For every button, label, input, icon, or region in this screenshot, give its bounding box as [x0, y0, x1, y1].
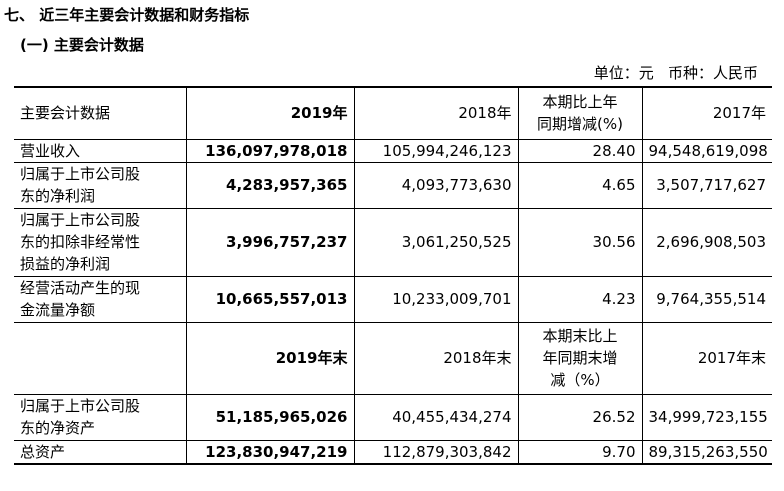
row-label: 经营活动产生的现 金流量净额 [14, 275, 186, 322]
header-label: 主要会计数据 [14, 86, 186, 139]
value-2017: 3,507,717,627 [641, 161, 772, 208]
value-2019: 136,097,978,018 [185, 138, 354, 162]
value-change: 4.65 [517, 161, 642, 208]
header-change-line: 减（%） [550, 371, 610, 389]
header-2017: 2017年 [641, 86, 772, 139]
value-2019: 3,996,757,237 [185, 207, 354, 276]
table-row: 营业收入 136,097,978,018 105,994,246,123 28.… [14, 138, 772, 162]
value-2018: 112,879,303,842 [353, 439, 518, 464]
header-2018: 2018年 [353, 86, 518, 139]
row-label-line: 金流量净额 [20, 301, 96, 319]
subsection-title: (一) 主要会计数据 [20, 36, 144, 54]
value-2018: 4,093,773,630 [353, 161, 518, 208]
header-2018-end: 2018年末 [353, 321, 518, 394]
value-2017: 94,548,619,098 [641, 138, 772, 162]
value-2017: 2,696,908,503 [641, 207, 772, 276]
table-row: 总资产 123,830,947,219 112,879,303,842 9.70… [14, 439, 772, 464]
header-label [14, 321, 186, 394]
value-2017: 89,315,263,550 [641, 439, 772, 464]
unit-note: 单位：元 币种：人民币 [593, 64, 758, 82]
value-2018: 10,233,009,701 [353, 275, 518, 322]
value-change: 30.56 [517, 207, 642, 276]
row-label-line: 东的扣除非经常性 [20, 233, 141, 251]
row-label-line: 归属于上市公司股 [20, 211, 141, 229]
row-label-line: 总资产 [20, 442, 66, 461]
value-2019: 123,830,947,219 [185, 439, 354, 464]
value-2019: 4,283,957,365 [185, 161, 354, 208]
row-label: 归属于上市公司股 东的净利润 [14, 161, 186, 208]
header-change-line: 同期增减(%) [537, 115, 623, 134]
value-2018: 105,994,246,123 [353, 138, 518, 162]
row-label-line: 归属于上市公司股 [20, 397, 141, 415]
header-2017-end: 2017年末 [641, 321, 772, 394]
header-change-line: 本期末比上 [542, 327, 618, 345]
table-header-row: 主要会计数据 2019年 2018年 本期比上年 同期增减(%) 2017年 [14, 86, 772, 139]
value-2017: 9,764,355,514 [641, 275, 772, 322]
row-label-line: 东的净利润 [20, 187, 96, 205]
row-label: 归属于上市公司股 东的净资产 [14, 393, 186, 440]
row-label-line: 营业收入 [20, 141, 81, 160]
header-2019: 2019年 [185, 86, 354, 139]
header-change-end: 本期末比上 年同期末增 减（%） [517, 321, 642, 394]
value-change: 28.40 [517, 138, 642, 162]
table-row: 经营活动产生的现 金流量净额 10,665,557,013 10,233,009… [14, 275, 772, 322]
row-label: 营业收入 [14, 138, 186, 162]
value-2018: 40,455,434,274 [353, 393, 518, 440]
value-change: 26.52 [517, 393, 642, 440]
row-label: 归属于上市公司股 东的扣除非经常性 损益的净利润 [14, 207, 186, 276]
table-header-row: 2019年末 2018年末 本期末比上 年同期末增 减（%） 2017年末 [14, 321, 772, 394]
value-2018: 3,061,250,525 [353, 207, 518, 276]
table-row: 归属于上市公司股 东的扣除非经常性 损益的净利润 3,996,757,237 3… [14, 207, 772, 276]
row-label-line: 损益的净利润 [20, 255, 111, 273]
row-label: 总资产 [14, 439, 186, 464]
value-2017: 34,999,723,155 [641, 393, 772, 440]
header-change: 本期比上年 同期增减(%) [517, 86, 642, 139]
value-2019: 10,665,557,013 [185, 275, 354, 322]
value-change: 9.70 [517, 439, 642, 464]
table-row: 归属于上市公司股 东的净资产 51,185,965,026 40,455,434… [14, 393, 772, 440]
row-label-line: 归属于上市公司股 [20, 165, 141, 183]
section-title: 七、 近三年主要会计数据和财务指标 [4, 6, 250, 24]
header-change-line: 本期比上年 [542, 93, 618, 112]
header-change-line: 年同期末增 [542, 349, 618, 367]
accounting-data-table: 主要会计数据 2019年 2018年 本期比上年 同期增减(%) 2017年 营… [14, 86, 772, 465]
row-label-line: 经营活动产生的现 [20, 279, 141, 297]
row-label-line: 东的净资产 [20, 419, 96, 437]
value-2019: 51,185,965,026 [185, 393, 354, 440]
value-change: 4.23 [517, 275, 642, 322]
header-2019-end: 2019年末 [185, 321, 354, 394]
table-row: 归属于上市公司股 东的净利润 4,283,957,365 4,093,773,6… [14, 161, 772, 208]
